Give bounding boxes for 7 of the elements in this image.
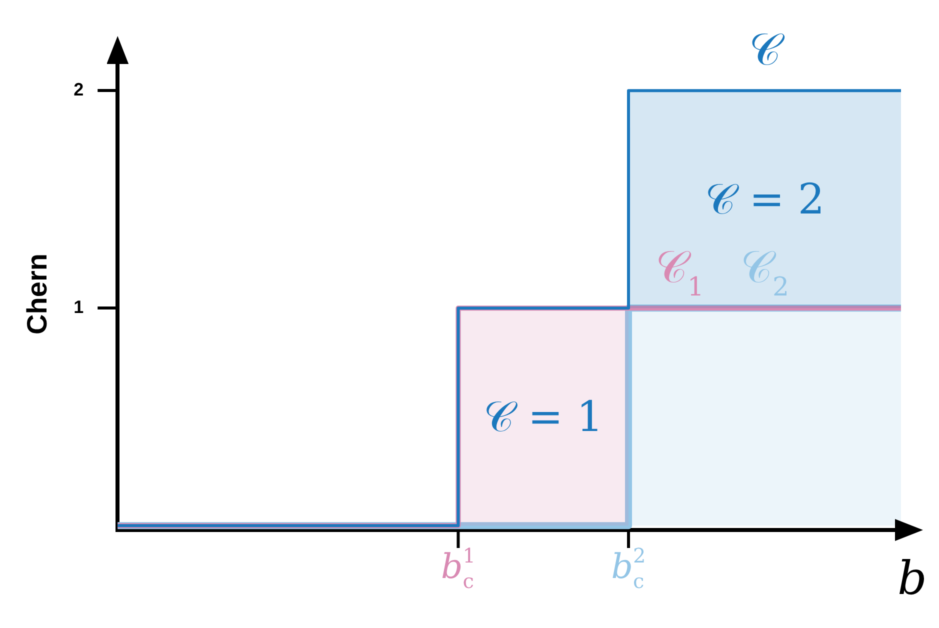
x-axis-title: b: [898, 551, 928, 605]
y-tick-label: 1: [74, 297, 84, 318]
y-tick-label: 2: [74, 80, 84, 100]
y-axis-title: Chern: [22, 254, 53, 334]
series-label: 𝒞: [748, 24, 785, 76]
annotation: 𝒞 = 1: [484, 392, 604, 441]
annotation: 𝒞 = 2: [704, 174, 825, 224]
